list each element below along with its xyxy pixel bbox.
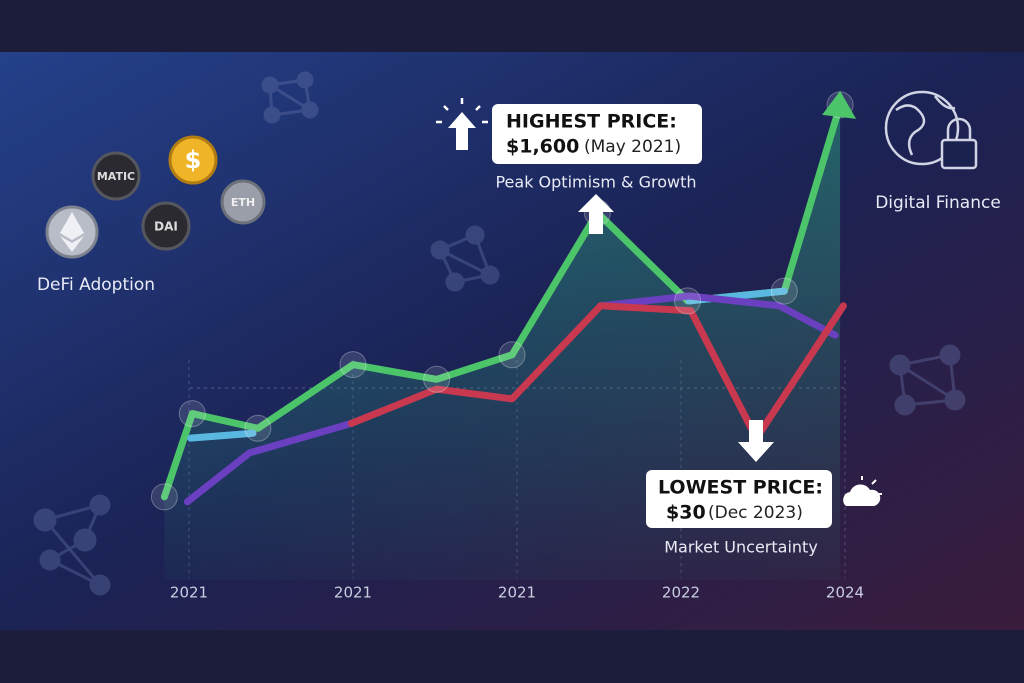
network-icons xyxy=(33,71,966,596)
x-tick-label: 2024 xyxy=(826,584,864,602)
x-tick-label: 2021 xyxy=(498,584,536,602)
point xyxy=(178,400,206,428)
high-price: $1,600 xyxy=(506,136,579,158)
x-tick-label: 2021 xyxy=(334,584,372,602)
point xyxy=(674,287,702,315)
coin xyxy=(91,151,141,201)
high-date: (May 2021) xyxy=(584,137,681,157)
sun-arrow-icon xyxy=(436,98,488,150)
coin-label: DAI xyxy=(154,220,178,234)
line xyxy=(183,292,839,506)
point xyxy=(498,341,526,369)
point xyxy=(244,414,272,442)
coin-label: MATIC xyxy=(97,170,135,183)
low-caption: Market Uncertainty xyxy=(664,538,818,557)
coin xyxy=(141,201,191,251)
globe-icon xyxy=(884,90,978,170)
coin-label: ETH xyxy=(231,196,255,209)
up-arrow xyxy=(578,194,614,234)
point xyxy=(339,351,367,379)
coin xyxy=(168,135,218,185)
arrow-head xyxy=(822,90,857,119)
coin xyxy=(220,179,266,225)
low-box xyxy=(646,470,832,528)
x-tick-label: 2021 xyxy=(170,584,208,602)
x-tick-label: 2022 xyxy=(662,584,700,602)
point xyxy=(150,483,178,511)
cloud-icon xyxy=(843,476,882,506)
high-box xyxy=(492,104,702,164)
left-caption: DeFi Adoption xyxy=(37,275,155,295)
point xyxy=(770,277,798,305)
point xyxy=(423,365,451,393)
low-title: LOWEST PRICE: xyxy=(658,477,823,499)
high-title: HIGHEST PRICE: xyxy=(506,111,677,133)
low-price: $30 xyxy=(666,502,706,524)
high-caption: Peak Optimism & Growth xyxy=(495,173,696,192)
down-arrow xyxy=(738,420,774,462)
area xyxy=(164,104,841,581)
coins: MATIC $ DAI ETH xyxy=(45,135,266,259)
low-date: (Dec 2023) xyxy=(708,503,803,523)
right-caption: Digital Finance xyxy=(875,193,1001,213)
eth-logo xyxy=(60,212,84,252)
coin-label: $ xyxy=(185,146,202,174)
